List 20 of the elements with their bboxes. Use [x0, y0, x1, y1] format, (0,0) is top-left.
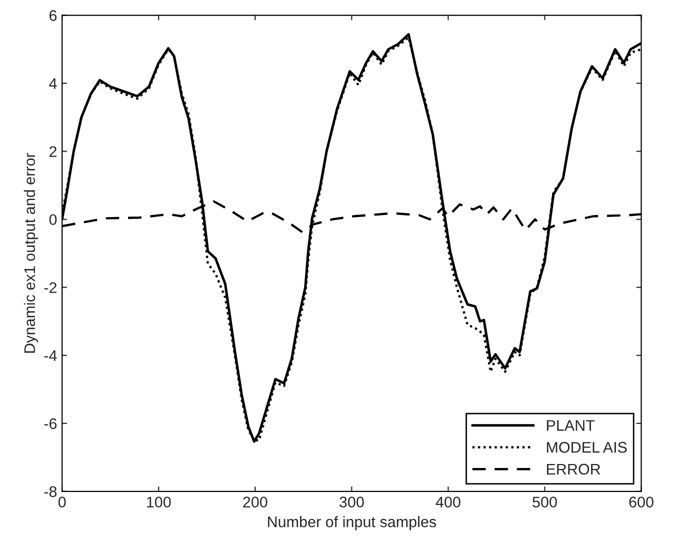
y-tick-label: 0: [49, 214, 57, 226]
y-tick-label: 4: [49, 78, 57, 89]
x-axis-title: Number of input samples: [268, 516, 436, 530]
y-tick-label: -8: [44, 486, 57, 498]
legend-label: ERROR: [546, 464, 600, 475]
x-tick-label: 300: [340, 496, 364, 508]
x-tick-label: 500: [532, 496, 557, 508]
y-axis-title: Dynamic ex1 output and error: [24, 152, 38, 353]
y-tick-label: 6: [50, 10, 57, 21]
y-tick-label: -4: [44, 350, 57, 361]
legend-label: PLANT: [546, 420, 595, 431]
y-tick-label: -2: [44, 282, 56, 293]
legend-label: MODEL AIS: [546, 442, 627, 453]
x-tick-label: 200: [243, 496, 268, 508]
x-tick-label: 0: [58, 496, 66, 508]
y-tick-label: -6: [44, 418, 57, 430]
x-tick-label: 400: [436, 496, 460, 508]
y-tick-label: 2: [50, 146, 56, 157]
x-tick-label: 100: [147, 496, 171, 508]
x-tick-label: 600: [629, 496, 654, 508]
